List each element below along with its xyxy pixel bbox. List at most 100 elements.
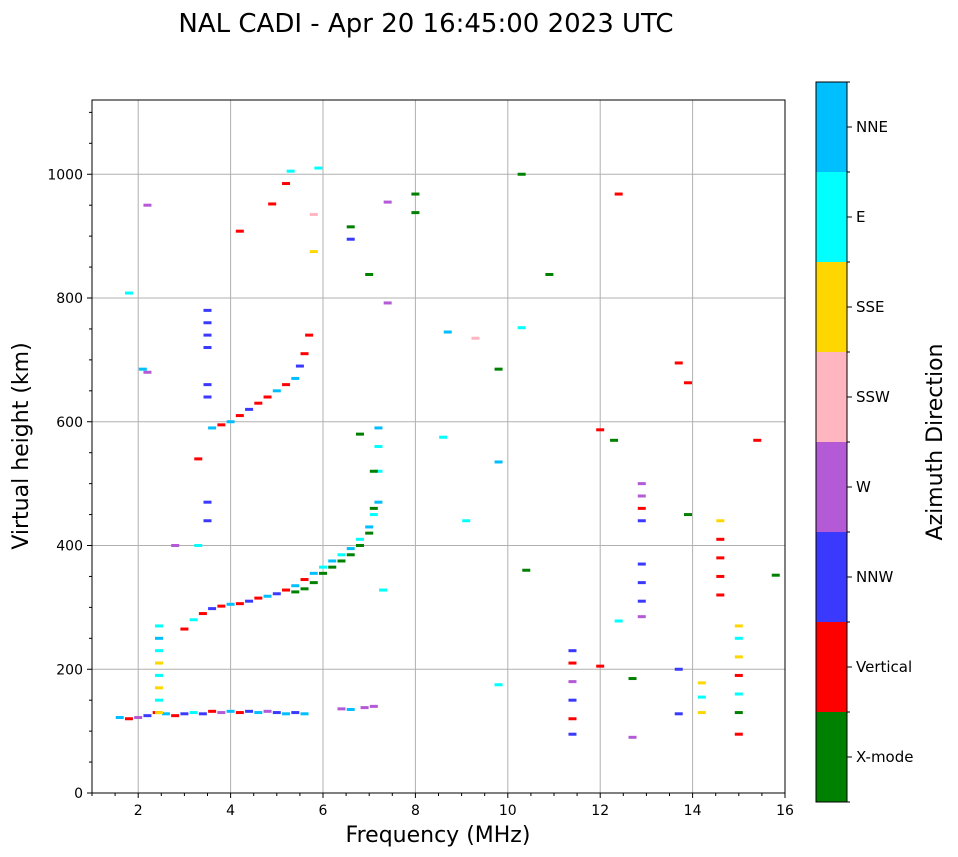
echo-mark <box>411 211 420 215</box>
colorbar: X-mode Vertical NNW W SSW SSE E NNE <box>815 81 913 803</box>
echo-mark <box>115 716 124 720</box>
echo-mark <box>203 519 212 523</box>
echo-mark <box>203 321 212 325</box>
echo-mark <box>716 593 725 597</box>
echo-mark <box>471 336 480 340</box>
echo-mark <box>517 172 526 176</box>
echo-mark <box>517 326 526 330</box>
echo-mark <box>337 553 346 557</box>
echo-mark <box>494 367 503 371</box>
echo-mark <box>716 537 725 541</box>
colorbar-tick-label: Vertical <box>856 658 912 676</box>
echo-mark <box>309 571 318 575</box>
echo-mark <box>319 565 327 569</box>
y-tick-label: 400 <box>56 539 83 555</box>
echo-mark <box>263 709 272 713</box>
echo-mark <box>369 506 378 510</box>
echo-mark <box>369 513 378 517</box>
echo-mark <box>355 432 364 436</box>
echo-mark <box>254 711 263 715</box>
echo-mark <box>614 619 623 623</box>
echo-mark <box>154 673 163 677</box>
echo-mark <box>154 711 163 715</box>
y-axis-title: Virtual height (km) <box>9 342 34 549</box>
echo-mark <box>254 596 263 600</box>
x-tick-label: 14 <box>684 803 702 819</box>
echo-mark <box>143 714 152 718</box>
echo-mark <box>522 568 531 572</box>
echo-mark <box>154 661 163 665</box>
echo-mark <box>198 712 207 716</box>
echo-mark <box>614 192 623 196</box>
echo-mark <box>734 692 743 696</box>
echo-mark <box>369 469 378 473</box>
x-tick-label: 6 <box>319 803 328 819</box>
echo-mark <box>637 494 646 498</box>
echo-mark <box>291 376 300 380</box>
echo-mark <box>674 361 683 365</box>
echo-mark <box>346 553 355 557</box>
echo-mark <box>203 346 212 349</box>
y-tick-label: 800 <box>56 291 83 307</box>
y-tick-label: 1000 <box>47 167 83 183</box>
echo-mark <box>374 426 383 430</box>
echo-mark <box>272 711 281 715</box>
echo-mark <box>683 513 692 517</box>
echo-mark <box>365 531 374 535</box>
echo-mark <box>189 711 198 715</box>
echo-mark <box>734 711 743 715</box>
echo-mark <box>328 559 337 563</box>
echo-mark <box>203 500 212 504</box>
echo-mark <box>154 624 163 628</box>
echo-mark <box>328 565 337 569</box>
echo-mark <box>245 599 254 603</box>
x-tick-label: 2 <box>134 803 143 819</box>
echo-mark <box>198 612 207 616</box>
echo-mark <box>282 383 291 387</box>
colorbar-segment <box>816 532 847 622</box>
echo-mark <box>346 707 355 711</box>
echo-mark <box>134 716 143 720</box>
echo-mark <box>282 588 291 592</box>
echo-mark <box>545 272 554 276</box>
echo-mark <box>716 574 725 578</box>
echo-mark <box>355 544 364 547</box>
echo-mark <box>683 381 692 385</box>
echo-mark <box>194 544 203 547</box>
y-tick-label: 600 <box>56 415 83 431</box>
colorbar-tick-label: X-mode <box>856 748 913 766</box>
echo-mark <box>355 537 364 541</box>
colorbar-segment <box>816 172 847 262</box>
echo-mark <box>360 706 369 710</box>
echo-mark <box>337 707 346 711</box>
echo-mark <box>291 590 300 594</box>
echo-mark <box>716 556 725 560</box>
echo-mark <box>226 602 235 606</box>
echo-mark <box>124 717 133 721</box>
chart-title: NAL CADI - Apr 20 16:45:00 2023 UTC <box>178 9 673 39</box>
echo-mark <box>494 460 503 464</box>
echo-mark <box>203 308 212 312</box>
echo-mark <box>637 506 646 510</box>
x-tick-label: 10 <box>499 803 517 819</box>
echo-mark <box>374 445 383 448</box>
echo-mark <box>637 599 646 603</box>
echo-mark <box>189 618 198 622</box>
x-axis-title: Frequency (MHz) <box>346 823 531 848</box>
colorbar-segment <box>816 622 847 712</box>
colorbar-segment <box>816 712 847 802</box>
echo-mark <box>194 457 203 461</box>
echo-mark <box>674 667 683 671</box>
colorbar-tick-label: NNW <box>856 568 893 586</box>
echo-mark <box>309 250 318 254</box>
echo-mark <box>154 636 163 640</box>
echo-mark <box>734 636 743 640</box>
grid-layer <box>92 100 786 794</box>
echo-mark <box>697 681 706 685</box>
echo-mark <box>734 673 743 677</box>
echo-mark <box>235 711 244 715</box>
echo-mark <box>439 435 448 439</box>
echo-mark <box>716 519 725 523</box>
echo-mark <box>203 383 212 387</box>
